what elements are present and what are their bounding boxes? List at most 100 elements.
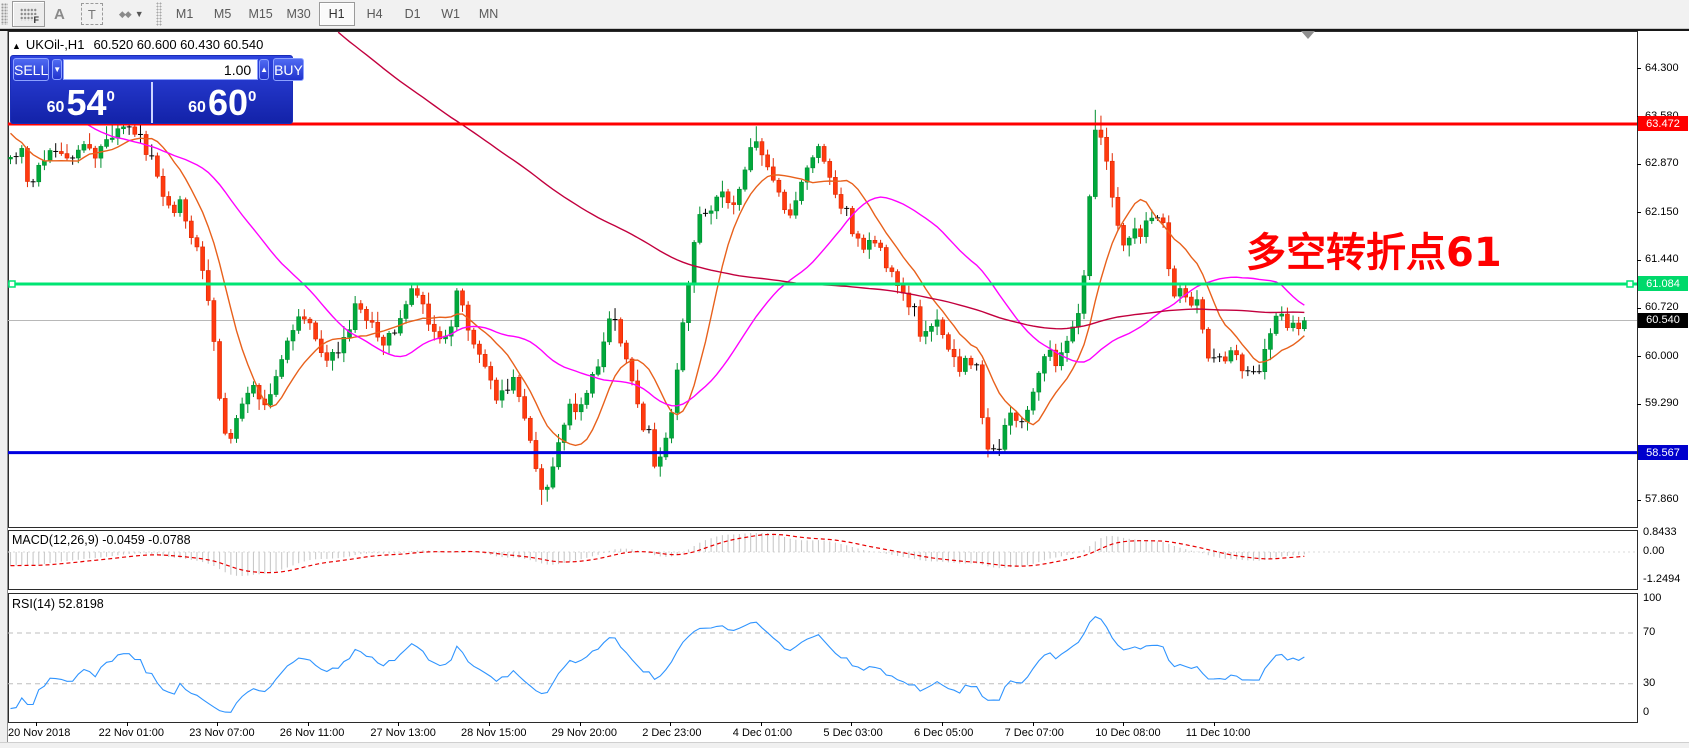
candle-down bbox=[838, 194, 844, 209]
candle-down bbox=[533, 440, 539, 469]
candle-up bbox=[499, 390, 505, 401]
candle-down bbox=[183, 199, 188, 222]
time-axis-tick bbox=[579, 722, 581, 726]
rsi-axis-label: 30 bbox=[1643, 677, 1656, 689]
candle-up bbox=[816, 146, 821, 158]
price-tick-label: 59.290 bbox=[1645, 397, 1679, 410]
candle-up bbox=[1194, 299, 1200, 306]
one-click-trading-panel: SELL ▼ ▲ BUY 60 54 0 60 60 0 bbox=[10, 55, 304, 124]
candle-down bbox=[906, 292, 912, 308]
fast-ma-line[interactable] bbox=[10, 132, 1305, 447]
timeframe-w1[interactable]: W1 bbox=[441, 7, 460, 21]
candle-up bbox=[567, 403, 573, 426]
volume-increase-button[interactable]: ▲ bbox=[259, 59, 270, 80]
macd-panel-frame bbox=[8, 530, 1638, 590]
candle-up bbox=[607, 318, 612, 343]
timeframe-h1[interactable]: H1 bbox=[318, 2, 355, 26]
rsi-axis-label: 100 bbox=[1643, 592, 1662, 604]
candle-up bbox=[708, 210, 714, 214]
candle-up bbox=[1064, 340, 1070, 353]
candle-down bbox=[850, 208, 855, 235]
candle-down bbox=[782, 191, 787, 211]
time-axis-tick bbox=[489, 722, 490, 726]
candle-down bbox=[307, 318, 313, 324]
price-badge-61.084: 61.084 bbox=[1638, 276, 1688, 292]
candle-down bbox=[629, 358, 635, 382]
timeframe-mn[interactable]: MN bbox=[478, 7, 499, 21]
candle-up bbox=[234, 418, 239, 439]
candle-down bbox=[1285, 313, 1290, 328]
candle-down bbox=[1172, 268, 1177, 297]
text-label-button[interactable]: A bbox=[47, 2, 72, 26]
timeframe-d1[interactable]: D1 bbox=[404, 7, 421, 21]
toolbar-drag-handle[interactable] bbox=[1, 3, 8, 25]
candle-down bbox=[878, 242, 883, 248]
sell-price[interactable]: 60 54 0 bbox=[11, 82, 153, 123]
price-axis-tick bbox=[1637, 163, 1641, 165]
time-axis-tick bbox=[760, 722, 762, 726]
chart-shift-marker-icon[interactable] bbox=[1301, 31, 1315, 39]
price-tick-label: 64.300 bbox=[1645, 61, 1679, 74]
toolbar: F A T ◆◆ ▼ M1 M5 M15 M30 H1 H4 D1 W1 MN bbox=[0, 0, 1689, 28]
chart-template-button[interactable]: F bbox=[12, 1, 45, 27]
timeframe-m5[interactable]: M5 bbox=[213, 7, 232, 21]
volume-input[interactable] bbox=[63, 59, 259, 80]
window-divider bbox=[0, 29, 1689, 31]
candle-down bbox=[946, 334, 951, 350]
candle-up bbox=[1132, 228, 1138, 239]
candle-up bbox=[239, 403, 245, 419]
candle-down bbox=[228, 432, 234, 439]
timeframe-m15[interactable]: M15 bbox=[248, 7, 273, 21]
time-axis-label: 28 Nov 15:00 bbox=[461, 727, 527, 739]
candle-down bbox=[516, 376, 522, 397]
timeframe-m30[interactable]: M30 bbox=[286, 7, 311, 21]
candle-up bbox=[251, 385, 256, 394]
price-axis-tick bbox=[1637, 212, 1641, 214]
candle-down bbox=[381, 336, 386, 346]
candle-down bbox=[1013, 412, 1019, 421]
candle-down bbox=[132, 126, 138, 135]
candle-up bbox=[1030, 391, 1036, 411]
candle-up bbox=[1025, 409, 1030, 422]
candle-up bbox=[1268, 333, 1273, 350]
candle-up bbox=[1093, 129, 1098, 197]
candle-up bbox=[714, 196, 720, 212]
candle-up bbox=[663, 437, 669, 458]
candle-down bbox=[917, 306, 923, 337]
pivot-line-handle[interactable] bbox=[1626, 280, 1634, 288]
candle-down bbox=[313, 322, 318, 340]
buy-price-integer: 60 bbox=[188, 98, 206, 116]
sell-button[interactable]: SELL bbox=[13, 58, 50, 81]
chevron-down-icon: ▼ bbox=[134, 9, 144, 19]
price-tick-label: 62.150 bbox=[1645, 205, 1679, 218]
time-axis-tick bbox=[1032, 722, 1034, 726]
candle-down bbox=[1098, 129, 1104, 138]
volume-decrease-button[interactable]: ▼ bbox=[52, 59, 63, 80]
timeframe-h4[interactable]: H4 bbox=[366, 7, 383, 21]
candle-up bbox=[674, 369, 680, 413]
pivot-line-handle[interactable] bbox=[8, 280, 16, 288]
candle-down bbox=[358, 303, 364, 310]
candle-down bbox=[618, 319, 624, 344]
candle-up bbox=[934, 319, 940, 327]
price-axis-tick bbox=[1637, 259, 1641, 261]
candle-up bbox=[279, 359, 285, 377]
text-box-button[interactable]: T bbox=[74, 2, 110, 26]
medium-ma-line[interactable] bbox=[9, 62, 1305, 407]
price-tick-label: 61.440 bbox=[1645, 253, 1679, 266]
candle-up bbox=[121, 126, 126, 130]
candle-up bbox=[1302, 320, 1307, 330]
objects-button[interactable]: ◆◆ ▼ bbox=[112, 2, 151, 26]
candle-up bbox=[1087, 196, 1092, 277]
macd-axis-label: 0.00 bbox=[1643, 545, 1665, 557]
buy-price[interactable]: 60 60 0 bbox=[153, 82, 293, 123]
candle-up bbox=[115, 128, 121, 139]
candle-down bbox=[725, 191, 731, 204]
candle-up bbox=[590, 373, 595, 394]
candle-up bbox=[1081, 275, 1087, 314]
timeframe-m1[interactable]: M1 bbox=[175, 7, 194, 21]
candle-down bbox=[573, 403, 578, 413]
candle-down bbox=[1239, 354, 1245, 372]
buy-button[interactable]: BUY bbox=[273, 58, 304, 81]
